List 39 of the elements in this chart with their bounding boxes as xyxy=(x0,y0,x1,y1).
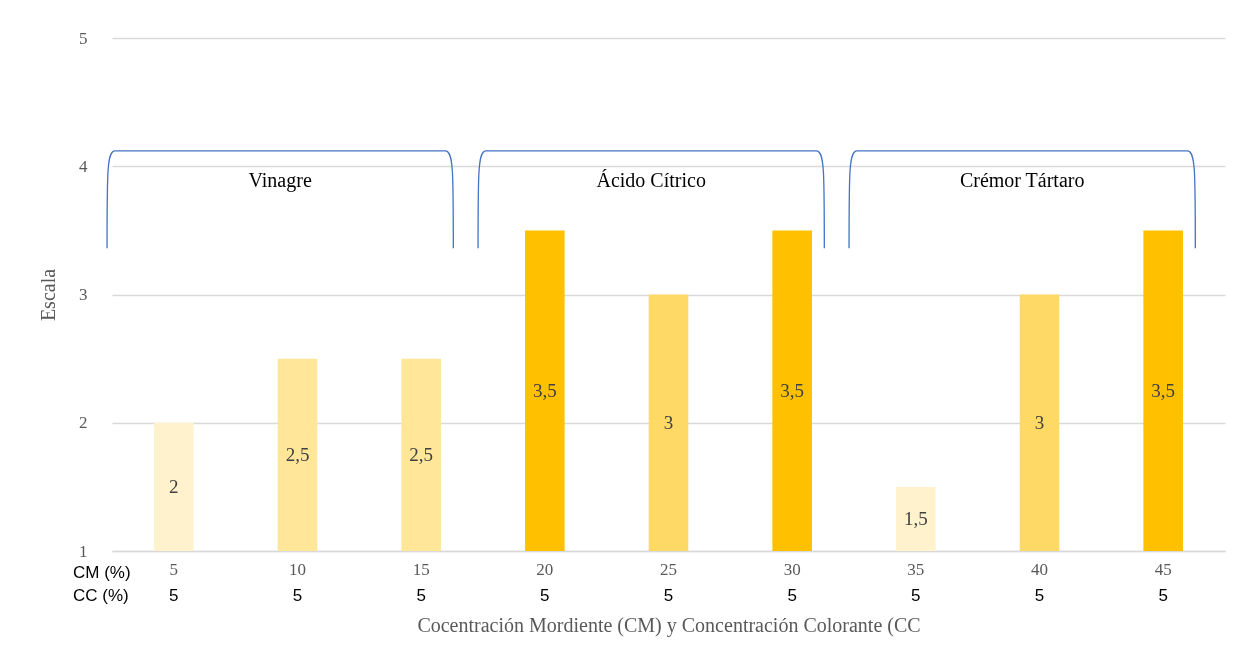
y-tick-label: 5 xyxy=(79,28,88,48)
x-tick-label: 20 xyxy=(536,559,554,579)
text: 5 xyxy=(169,586,179,605)
y-tick-label: 4 xyxy=(79,156,88,176)
text: 5 xyxy=(911,586,921,605)
annotation: Crémor Tártaro xyxy=(959,168,1085,191)
data-label: 3 xyxy=(1034,411,1045,433)
annotation: Ácido Cítrico xyxy=(596,168,706,191)
data-label: 2,5 xyxy=(285,443,310,465)
x-tick-label: 30 xyxy=(783,559,801,579)
y-tick-label: 2 xyxy=(79,413,88,433)
x-tick-label: 35 xyxy=(907,559,925,579)
text: 5 xyxy=(663,586,674,605)
x-tick-label: 5 xyxy=(169,559,179,579)
x-tick-label: 25 xyxy=(660,559,677,579)
annotation: Vinagre xyxy=(248,168,312,192)
y-axis-title: Escala xyxy=(37,268,59,322)
data-label: 3,5 xyxy=(780,379,805,401)
data-label: 2 xyxy=(169,475,179,497)
x-tick-label: 40 xyxy=(1031,559,1048,579)
text: 5 xyxy=(292,586,303,605)
x-axis-title: Cocentración Mordiente (CM) y Concentración Colorante (CC xyxy=(417,613,921,637)
data-label: 1,5 xyxy=(903,507,928,529)
x-tick-label: 45 xyxy=(1154,559,1172,579)
y-tick-label: 1 xyxy=(79,541,88,561)
text: 5 xyxy=(416,586,426,605)
text: CM (%) xyxy=(73,563,131,582)
x-tick-label: 15 xyxy=(412,559,430,579)
data-label: 2,5 xyxy=(409,443,434,465)
x-tick-label: 10 xyxy=(289,559,306,579)
text: 5 xyxy=(1158,586,1168,605)
data-label: 3,5 xyxy=(1151,379,1176,401)
text: CC (%) xyxy=(73,586,129,605)
y-tick-label: 3 xyxy=(79,285,88,304)
text: 5 xyxy=(540,586,550,605)
data-label: 3,5 xyxy=(532,379,557,401)
text: 5 xyxy=(1034,586,1045,605)
data-label: 3 xyxy=(663,411,674,433)
text: 5 xyxy=(787,586,797,605)
